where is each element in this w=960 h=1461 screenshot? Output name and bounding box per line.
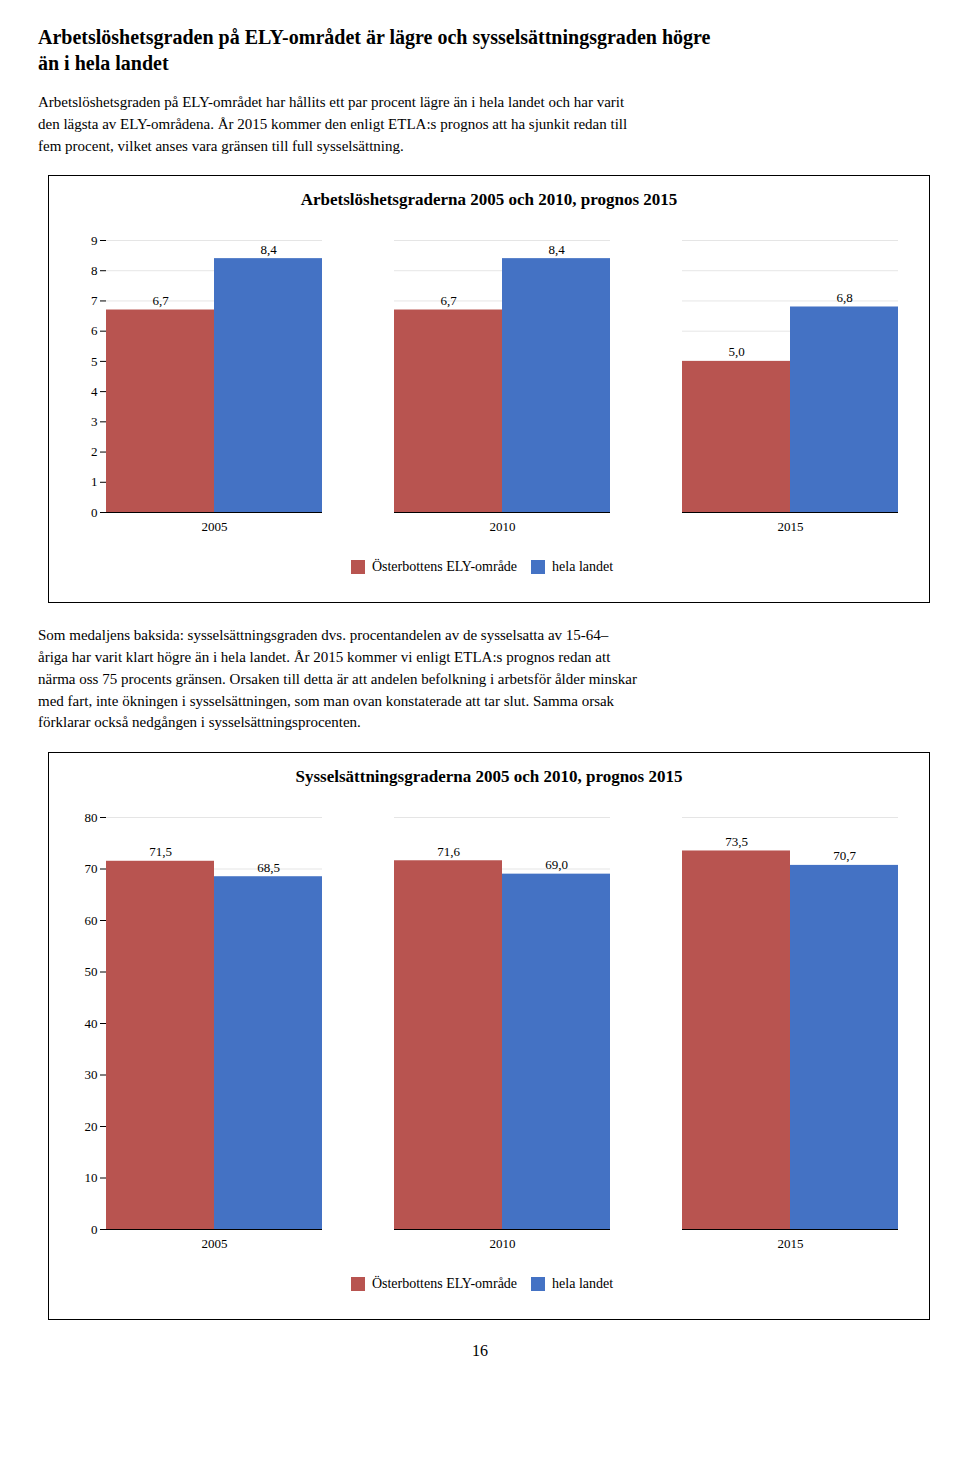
html-text:16: 16 [472, 1342, 488, 1359]
html-text:Arbetslöshetsgraden på ELY-omr: Arbetslöshetsgraden på ELY-området har h… [38, 94, 625, 110]
svg-text:2010: 2010 [490, 1236, 516, 1251]
html-text:hela landet: hela landet [552, 558, 614, 574]
svg-text:2005: 2005 [202, 519, 228, 534]
svg-text:6,8: 6,8 [836, 290, 852, 305]
svg-text:6,7: 6,7 [152, 293, 169, 308]
html-text:Österbottens ELY-område: Österbottens ELY-område [371, 1275, 518, 1291]
html-text:fem procent, vilket anses vara: fem procent, vilket anses vara gränsen t… [38, 137, 404, 154]
svg-text:8,4: 8,4 [548, 242, 565, 257]
svg-text:71,5: 71,5 [149, 844, 172, 859]
svg-text:69,0: 69,0 [545, 857, 568, 872]
html-text:närma oss 75 procents gränsen.: närma oss 75 procents gränsen. Orsaken t… [38, 670, 637, 687]
svg-text:2015: 2015 [778, 519, 804, 534]
html-text:än i hela landet: än i hela landet [38, 52, 169, 74]
svg-text:2: 2 [91, 444, 98, 459]
svg-text:70: 70 [85, 861, 98, 876]
html-text:med fart, inte ökningen i syss: med fart, inte ökningen i sysselsättning… [38, 692, 615, 709]
svg-text:0: 0 [91, 1222, 98, 1237]
svg-text:5: 5 [91, 354, 98, 369]
html-text:åriga har varit klart högre än: åriga har varit klart högre än i hela la… [38, 649, 611, 665]
svg-text:9: 9 [91, 233, 98, 248]
html-text:Arbetslöshetsgraderna 2005 och: Arbetslöshetsgraderna 2005 och 2010, pro… [300, 190, 678, 210]
svg-text:0: 0 [91, 505, 98, 520]
svg-text:6: 6 [91, 324, 98, 339]
html-text:Österbottens ELY-område: Österbottens ELY-område [371, 558, 518, 574]
svg-text:60: 60 [85, 913, 98, 928]
svg-text:1: 1 [91, 475, 98, 490]
svg-text:50: 50 [85, 964, 98, 979]
html-text:förklarar också nedgången i sy: förklarar också nedgången i sysselsättni… [38, 714, 361, 731]
svg-text:70,7: 70,7 [833, 848, 856, 863]
html-text:Som medaljens baksida: syssels: Som medaljens baksida: sysselsättningsgr… [38, 627, 609, 644]
svg-text:3: 3 [91, 414, 98, 429]
svg-text:6,7: 6,7 [440, 293, 457, 308]
svg-text:40: 40 [85, 1016, 98, 1031]
html-text:den lägsta av ELY-områdena. År: den lägsta av ELY-områdena. År 2015 komm… [38, 115, 628, 132]
svg-text:10: 10 [85, 1170, 98, 1185]
svg-text:2015: 2015 [778, 1236, 804, 1251]
svg-text:80: 80 [85, 810, 98, 825]
svg-text:8,4: 8,4 [260, 242, 277, 257]
svg-text:73,5: 73,5 [725, 834, 748, 849]
svg-text:30: 30 [85, 1067, 98, 1082]
svg-text:2010: 2010 [490, 519, 516, 534]
svg-text:71,6: 71,6 [437, 844, 460, 859]
svg-text:2005: 2005 [202, 1236, 228, 1251]
svg-text:8: 8 [91, 263, 98, 278]
svg-text:5,0: 5,0 [728, 345, 744, 360]
svg-text:7: 7 [91, 293, 98, 308]
svg-text:20: 20 [85, 1119, 98, 1134]
svg-text:68,5: 68,5 [257, 860, 280, 875]
html-text:Sysselsättningsgraderna 2005 o: Sysselsättningsgraderna 2005 och 2010, p… [295, 767, 683, 786]
html-text:Arbetslöshetsgraden på ELY-omr: Arbetslöshetsgraden på ELY-området är lä… [38, 26, 711, 48]
html-text:hela landet: hela landet [552, 1275, 614, 1291]
svg-text:4: 4 [91, 384, 98, 399]
